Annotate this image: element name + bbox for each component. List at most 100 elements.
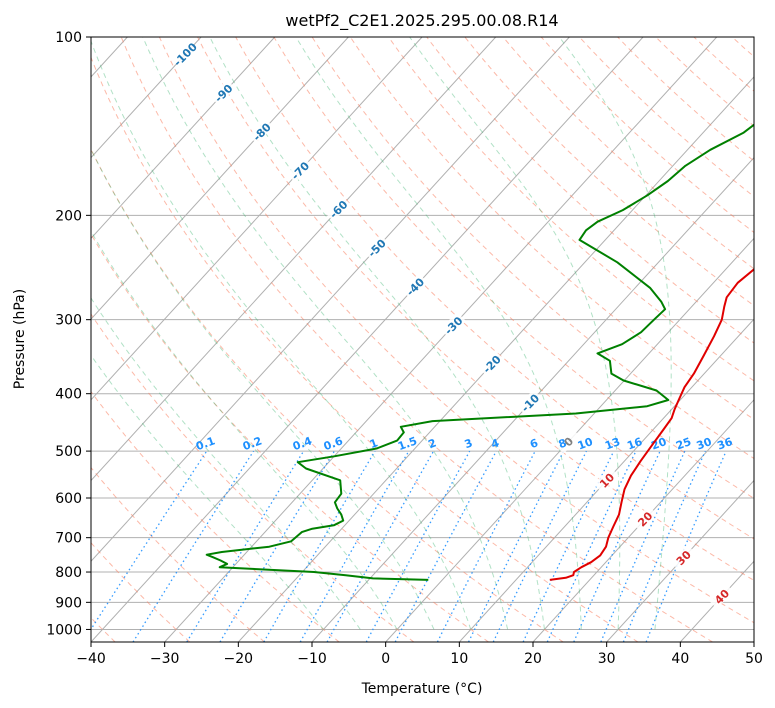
mixing-ratio-label: 13 xyxy=(603,435,622,452)
isotherm-label-bg xyxy=(555,428,581,454)
y-tick-label: 100 xyxy=(55,30,82,46)
moist-adiabat xyxy=(91,148,435,630)
chart-title: wetPf2_C2E1.2025.295.00.08.R14 xyxy=(285,11,558,31)
x-tick-label: 40 xyxy=(671,651,689,667)
mixing-ratio-label: 2 xyxy=(426,436,438,451)
y-tick-label: 900 xyxy=(55,595,82,611)
dry-adiabat xyxy=(273,37,754,499)
moist-adiabat xyxy=(295,37,582,630)
moist-adiabat xyxy=(91,39,472,630)
dry-adiabat xyxy=(388,37,754,382)
isotherm-line xyxy=(91,37,644,642)
x-tick-label: 30 xyxy=(598,651,616,667)
isotherm-line xyxy=(91,37,497,482)
mixing-ratio-line xyxy=(394,450,497,642)
isotherm-line xyxy=(311,156,754,642)
x-axis-label: Temperature (°C) xyxy=(361,681,483,697)
y-tick-label: 300 xyxy=(55,313,82,329)
y-tick-label: 200 xyxy=(55,208,82,224)
mixing-ratio-line xyxy=(132,450,255,642)
mixing-ratio-labels: 0.1 0.2 0.4 0.6 1 1.5 2 3 4 6 8 10 13 16 20 25 30 36 xyxy=(194,434,735,453)
mixing-ratio-line xyxy=(522,450,615,642)
isotherm-label-bg xyxy=(516,389,543,415)
y-tick-label: 700 xyxy=(55,531,82,547)
dry-adiabat xyxy=(91,390,340,642)
dry-adiabat xyxy=(349,37,754,420)
mixing-ratio-label: 1 xyxy=(368,436,380,451)
x-tick-label: −30 xyxy=(150,651,180,667)
isotherm-line xyxy=(164,37,718,642)
isotherm-line xyxy=(237,76,754,642)
mixing-ratio-label: 10 xyxy=(576,435,595,453)
mixing-ratio-line xyxy=(492,450,587,642)
isotherm-label-bg xyxy=(363,234,389,261)
isotherm-label-bg xyxy=(631,505,658,532)
x-axis-ticks: −40 −30 −20 −10 0 10 20 30 40 50 xyxy=(76,642,763,667)
moist-adiabat xyxy=(142,37,509,630)
dewpoint-line xyxy=(205,123,754,581)
isotherm-label-bg xyxy=(670,544,696,570)
dry-adiabat xyxy=(91,233,489,642)
mixing-ratio-line xyxy=(219,450,335,642)
mixing-ratio-label: 1.5 xyxy=(396,434,419,453)
y-tick-label: 1000 xyxy=(46,622,82,638)
mixing-ratio-line xyxy=(546,450,637,642)
mixing-ratio-line xyxy=(186,450,305,642)
moist-adiabat xyxy=(91,354,324,630)
mixing-ratio-label: 0.6 xyxy=(322,434,345,453)
isotherm-label-bg xyxy=(708,583,734,609)
isotherm-line xyxy=(91,37,276,240)
isotherm-line xyxy=(91,37,570,563)
x-tick-label: 20 xyxy=(524,651,542,667)
mixing-ratio-lines xyxy=(91,450,727,642)
isotherm-line xyxy=(532,399,754,642)
isotherm-line xyxy=(91,37,423,401)
isotherm-label-bg xyxy=(248,118,274,144)
dry-adiabat xyxy=(464,37,754,307)
x-tick-label: 0 xyxy=(381,651,390,667)
mixing-ratio-label: 3 xyxy=(463,436,475,451)
isotherm-label-bg xyxy=(286,157,313,183)
moist-adiabat xyxy=(91,230,398,630)
mixing-ratio-label: 20 xyxy=(649,435,668,453)
mixing-ratio-label: 4 xyxy=(489,436,501,451)
mixing-ratio-line xyxy=(365,450,471,642)
moist-adiabat xyxy=(558,37,672,630)
mixing-ratio-line xyxy=(467,450,565,642)
y-tick-label: 400 xyxy=(55,387,82,403)
isotherm-label-bg xyxy=(171,40,198,67)
isotherm-label-bg xyxy=(593,466,619,493)
temperature-line xyxy=(549,268,754,581)
profile-series xyxy=(205,123,754,581)
isotherm-label-bg xyxy=(210,79,236,106)
dry-adiabat xyxy=(91,313,415,642)
isotherm-label-bg xyxy=(401,273,428,299)
mixing-ratio-label: 30 xyxy=(695,435,714,453)
dry-adiabat xyxy=(197,37,754,581)
isotherm-label-bg xyxy=(478,350,504,377)
isotherm-label: 0 xyxy=(555,428,581,454)
mixing-ratio-label: 0.4 xyxy=(291,434,314,453)
x-tick-label: −40 xyxy=(76,651,106,667)
mixing-ratio-label: 36 xyxy=(715,435,734,453)
mixing-ratio-label: 8 xyxy=(557,436,569,451)
x-tick-label: 10 xyxy=(450,651,468,667)
plot-frame xyxy=(90,36,755,643)
mixing-ratio-label: 25 xyxy=(674,435,693,452)
isotherm-label-bg xyxy=(440,312,466,338)
y-axis-label: Pressure (hPa) xyxy=(12,289,28,389)
mixing-ratio-label: 16 xyxy=(625,435,644,453)
x-tick-label: 50 xyxy=(745,651,763,667)
isotherm-line xyxy=(458,318,754,642)
plot-area: -100-90-80-70-60-50-40-30-20-10010203040… xyxy=(91,37,754,642)
mixing-ratio-label: 0.2 xyxy=(241,434,264,453)
y-tick-label: 500 xyxy=(55,444,82,460)
isotherm-label-bg xyxy=(325,195,351,222)
isotherm-line xyxy=(606,479,754,642)
moist-adiabat xyxy=(91,297,361,630)
mixing-ratio-label: 0.1 xyxy=(194,434,217,453)
y-tick-label: 800 xyxy=(55,565,82,581)
